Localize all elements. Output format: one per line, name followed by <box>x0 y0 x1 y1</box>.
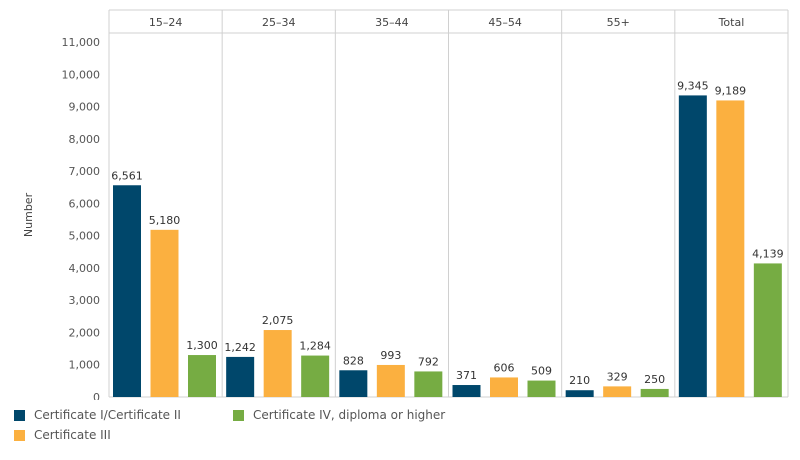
bar <box>603 386 632 397</box>
data-label: 6,561 <box>111 169 143 182</box>
bar <box>716 100 745 397</box>
legend-item-cert-i-ii: Certificate I/Certificate II <box>14 408 181 422</box>
bars <box>113 95 782 397</box>
category-label: 45–54 <box>488 16 522 29</box>
bar <box>452 385 481 397</box>
y-tick-label: 11,000 <box>62 36 101 49</box>
data-label: 2,075 <box>262 314 294 327</box>
bar <box>226 356 255 397</box>
data-label: 329 <box>607 370 628 383</box>
bar <box>113 185 141 397</box>
y-tick-label: 3,000 <box>69 294 101 307</box>
y-tick-label: 5,000 <box>69 230 101 243</box>
bar <box>678 95 707 397</box>
data-labels: 6,561 1,242 828 371 210 9,345 5,180 2,075 993 606… <box>111 79 783 387</box>
y-tick-label: 10,000 <box>62 68 101 81</box>
bar <box>414 371 443 397</box>
y-tick-label: 6,000 <box>69 197 101 210</box>
legend-swatch-cert-iv <box>233 409 244 421</box>
data-label: 1,300 <box>186 339 218 352</box>
bar <box>640 388 669 397</box>
bar <box>527 380 556 397</box>
data-label: 371 <box>456 369 477 382</box>
legend-label-cert-i-ii: Certificate I/Certificate II <box>34 408 181 422</box>
y-tick-label: 9,000 <box>69 101 101 114</box>
bar <box>263 330 292 397</box>
y-tick-label: 0 <box>93 391 100 400</box>
category-label: 55+ <box>607 16 630 29</box>
legend-item-cert-iv: Certificate IV, diploma or higher <box>233 408 445 422</box>
legend-label-cert-iv: Certificate IV, diploma or higher <box>253 408 446 422</box>
data-label: 792 <box>418 355 439 368</box>
data-label: 250 <box>644 373 665 386</box>
data-label: 1,242 <box>224 341 256 354</box>
data-label: 4,139 <box>752 247 784 260</box>
y-tick-label: 2,000 <box>69 326 101 339</box>
bar <box>150 229 179 397</box>
data-label: 509 <box>531 365 552 378</box>
data-label: 9,345 <box>677 79 709 92</box>
y-tick-label: 7,000 <box>69 165 101 178</box>
legend-label-cert-iii: Certificate III <box>34 428 111 442</box>
legend-swatch-cert-i-ii <box>14 409 25 421</box>
category-label: 25–34 <box>262 16 296 29</box>
data-label: 1,284 <box>299 340 331 353</box>
y-axis: 0 1,000 2,000 3,000 4,000 5,000 6,000 7,000 8,00… <box>62 36 101 400</box>
bar <box>565 390 594 397</box>
y-tick-label: 4,000 <box>69 262 101 275</box>
y-tick-label: 8,000 <box>69 133 101 146</box>
y-axis-label: Number <box>22 192 35 237</box>
bar <box>301 355 330 397</box>
legend-swatch-cert-iii <box>14 429 25 441</box>
bar <box>376 364 405 397</box>
category-label: 35–44 <box>375 16 409 29</box>
bar <box>753 263 782 397</box>
legend-item-cert-iii: Certificate III <box>14 428 111 442</box>
data-label: 210 <box>569 374 590 387</box>
data-label: 9,189 <box>715 84 747 97</box>
category-label: 15–24 <box>149 16 183 29</box>
data-label: 606 <box>494 361 515 374</box>
panel-dividers <box>108 10 789 398</box>
legend: Certificate I/Certificate II Certificate… <box>14 404 614 454</box>
bar <box>188 355 216 397</box>
bar <box>490 377 518 397</box>
data-label: 828 <box>343 354 364 367</box>
bar-chart: 15–24 25–34 35–44 45–54 55+ Total 0 1,000 2,000… <box>22 9 789 400</box>
category-label: Total <box>718 16 745 29</box>
data-label: 5,180 <box>149 214 181 227</box>
bar <box>339 370 368 397</box>
y-tick-label: 1,000 <box>69 359 101 372</box>
data-label: 993 <box>380 349 401 362</box>
